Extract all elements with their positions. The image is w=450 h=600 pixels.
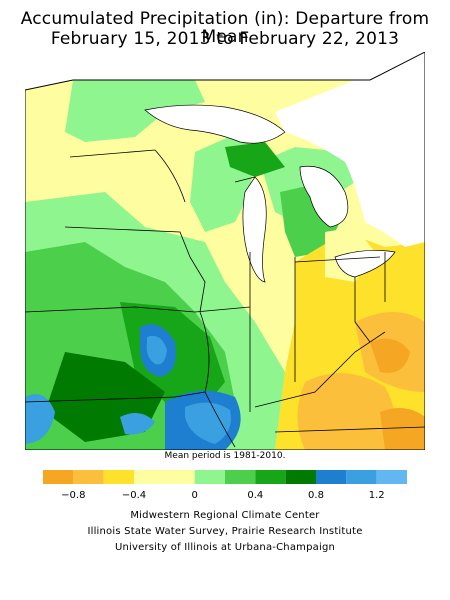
canada-area — [275, 52, 425, 247]
map-title: Accumulated Precipitation (in): Departur… — [20, 9, 430, 47]
map-frame — [25, 52, 425, 450]
legend-tick-label: −0.4 — [122, 490, 146, 501]
mean-period-note: Mean period is 1981-2010. — [164, 451, 286, 461]
legend-swatch — [194, 470, 225, 484]
legend-swatch — [103, 470, 134, 484]
lake-huron — [299, 165, 349, 228]
legend-swatch — [316, 470, 347, 484]
legend-swatch — [134, 470, 165, 484]
legend-swatch — [285, 470, 316, 484]
blue-light-missouri — [146, 335, 167, 365]
legend-tick-label: 0.4 — [247, 490, 263, 501]
legend-tick-label: 0.8 — [308, 490, 324, 501]
dark-orange-patch — [370, 338, 410, 373]
blue-patch-west — [25, 394, 55, 444]
legend-tick-label: −0.8 — [61, 490, 85, 501]
lake-michigan — [242, 176, 267, 283]
legend-swatch — [376, 470, 407, 484]
credit-mrcc: Midwestern Regional Climate Center — [130, 510, 320, 521]
legend-swatch — [43, 470, 74, 484]
lake-superior — [144, 104, 286, 144]
map-date-range: February 15, 2013 to February 22, 2013 — [50, 29, 400, 49]
orange-region-south — [297, 373, 395, 450]
green-region-north — [65, 80, 205, 142]
precipitation-departure-map — [25, 52, 425, 450]
legend-swatch — [164, 470, 195, 484]
dark-orange-patch-2 — [380, 408, 425, 450]
state-boundaries — [25, 149, 425, 448]
blue-light-southeast — [185, 402, 231, 444]
blue-patch-south — [120, 413, 155, 435]
legend-swatch — [346, 470, 377, 484]
legend-swatch — [73, 470, 104, 484]
legend-swatch — [225, 470, 256, 484]
color-legend: −0.8 −0.4 0 0.4 0.8 1.2 — [43, 470, 407, 501]
legend-tick-label: 0 — [191, 490, 197, 501]
legend-tick-label: 1.2 — [369, 490, 385, 501]
legend-swatch — [255, 470, 286, 484]
dark-green-northern-mi — [225, 142, 285, 177]
credit-uiuc: University of Illinois at Urbana-Champai… — [114, 542, 336, 553]
credit-isws: Illinois State Water Survey, Prairie Res… — [87, 526, 363, 537]
